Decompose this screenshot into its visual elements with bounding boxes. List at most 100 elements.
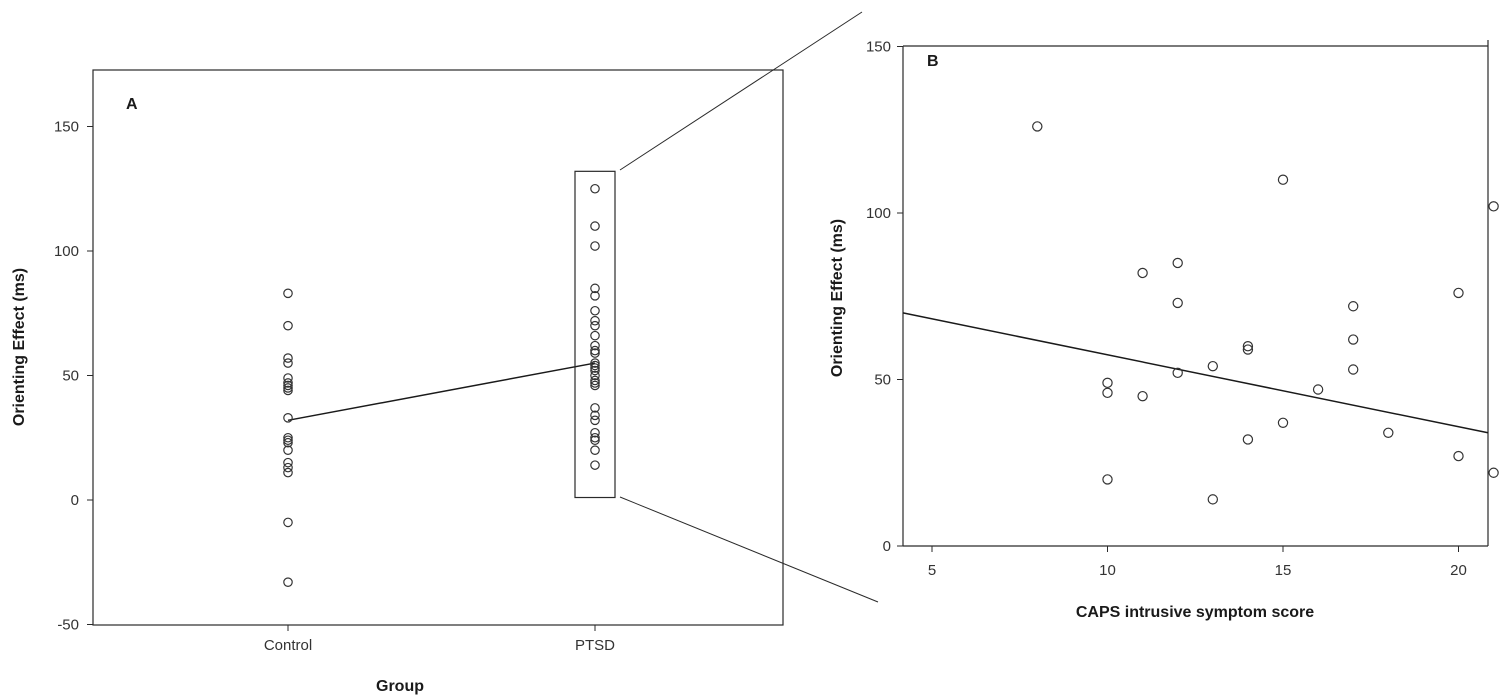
panel-a-fit-line: [287, 362, 596, 422]
panel-a-point: [283, 445, 293, 455]
panel-a-point: [590, 320, 600, 331]
panel-a-point: [590, 380, 600, 391]
panel-a-y-tick-label: 150: [54, 119, 79, 136]
panel-a-y-axis-title: Orienting Effect (ms): [11, 268, 28, 426]
panel-b-point: [1172, 297, 1183, 309]
panel-a-point: [283, 437, 293, 448]
panel-a-regression-line: [287, 362, 596, 422]
panel-a-label: A: [126, 96, 138, 113]
panel-a-y-axis: -50 0 50 100 150: [54, 119, 93, 634]
panel-a-point: [283, 383, 293, 393]
panel-a-point: [283, 435, 293, 446]
panel-a-point: [590, 315, 600, 326]
panel-a-point: [590, 378, 600, 388]
panel-b-point: [1347, 301, 1359, 312]
panel-a-x-tick-label: Control: [264, 637, 312, 654]
panel-a-point: [590, 375, 600, 386]
panel-a-points: [283, 183, 600, 587]
panel-a: A -50 0 50 100 150 Control PTSD Group Orienti…: [11, 69, 784, 695]
panel-b-point: [1032, 121, 1043, 132]
panel-a-point: [283, 517, 293, 528]
panel-a-x-axis-title: Group: [376, 678, 424, 695]
panel-a-point: [590, 403, 600, 413]
panel-a-x-axis: Control PTSD: [264, 625, 615, 654]
panel-b-x-tick-label: 20: [1450, 562, 1467, 579]
panel-b-y-tick-label: 50: [874, 372, 891, 389]
panel-a-point: [283, 353, 293, 363]
panel-b-point: [1207, 360, 1219, 372]
panel-b-point: [1453, 450, 1464, 462]
panel-b-point: [1242, 434, 1254, 445]
panel-a-point: [590, 241, 600, 251]
panel-a-point: [283, 462, 293, 473]
panel-a-point: [590, 183, 600, 194]
panel-b-regression-line: [902, 312, 1489, 434]
panel-a-point: [590, 360, 600, 371]
panel-a-point: [590, 365, 600, 376]
panel-a-point: [590, 460, 600, 470]
panel-b-y-tick-label: 150: [866, 39, 891, 56]
panel-a-point: [283, 373, 293, 383]
panel-a-point: [283, 577, 293, 587]
panel-b-point: [1102, 387, 1113, 399]
panel-a-x-tick-label: PTSD: [575, 637, 615, 654]
panel-a-point: [590, 221, 600, 231]
panel-b-point: [1277, 417, 1289, 428]
zoom-connectors: [619, 11, 879, 603]
panel-b-point: [1137, 390, 1148, 402]
panel-b-x-tick-label: 10: [1099, 562, 1116, 579]
panel-b-point: [1453, 287, 1464, 299]
panel-b-point: [1207, 494, 1219, 505]
panel-a-point: [283, 385, 293, 396]
panel-a-y-tick-label: 0: [71, 492, 79, 509]
panel-a-point: [283, 432, 293, 443]
panel-a-point: [590, 415, 600, 426]
panel-a-point: [590, 305, 600, 316]
panel-b-point: [1172, 257, 1183, 269]
panel-a-point: [590, 291, 600, 301]
panel-b-x-axis-title: CAPS intrusive symptom score: [1076, 604, 1314, 621]
panel-a-highlight-box: [574, 170, 616, 499]
panel-b-point: [1102, 474, 1113, 485]
panel-a-point: [590, 427, 600, 438]
panel-a-point: [590, 445, 600, 455]
panel-a-point: [590, 410, 600, 421]
panel-a-point: [590, 348, 600, 358]
panel-b-y-tick-label: 0: [883, 538, 891, 555]
panel-b-y-axis-title: Orienting Effect (ms): [829, 219, 846, 377]
panel-b-y-axis: 0 50 100 150: [866, 39, 903, 555]
panel-a-point: [283, 457, 293, 468]
panel-a-point: [590, 363, 600, 373]
panel-a-point: [283, 467, 293, 478]
panel-a-point: [590, 345, 600, 356]
panel-b-point: [1347, 364, 1359, 375]
panel-a-y-tick-label: 50: [62, 368, 79, 385]
panel-b-point: [1137, 267, 1148, 279]
panel-b-x-tick-label: 15: [1275, 562, 1292, 579]
panel-b-points: [1032, 121, 1499, 505]
panel-a-frame: [92, 69, 784, 626]
panel-a-point: [590, 330, 600, 341]
panel-a-point: [590, 370, 600, 381]
panel-a-point: [283, 378, 293, 388]
panel-b-x-tick-label: 5: [928, 562, 936, 579]
panel-b-x-axis: 5101520253035: [928, 546, 1467, 579]
panel-b-fit-line: [902, 312, 1489, 434]
panel-b-point: [1242, 341, 1254, 352]
panel-b-point: [1312, 384, 1324, 395]
panel-a-point: [283, 380, 293, 391]
panel-b-point: [1172, 367, 1183, 379]
panel-a-point: [283, 413, 293, 423]
zoom-connector-bottom: [619, 496, 879, 603]
panel-b-point: [1347, 334, 1359, 345]
panel-b-point: [1488, 467, 1499, 478]
panel-a-y-tick-label: -50: [57, 617, 79, 634]
panel-a-point: [590, 283, 600, 294]
panel-b-label: B: [927, 53, 939, 70]
panel-a-point: [590, 435, 600, 446]
panel-b-point: [1488, 201, 1499, 212]
panel-a-point: [283, 288, 293, 299]
panel-b-y-tick-label: 100: [866, 205, 891, 222]
panel-a-point: [590, 358, 600, 368]
